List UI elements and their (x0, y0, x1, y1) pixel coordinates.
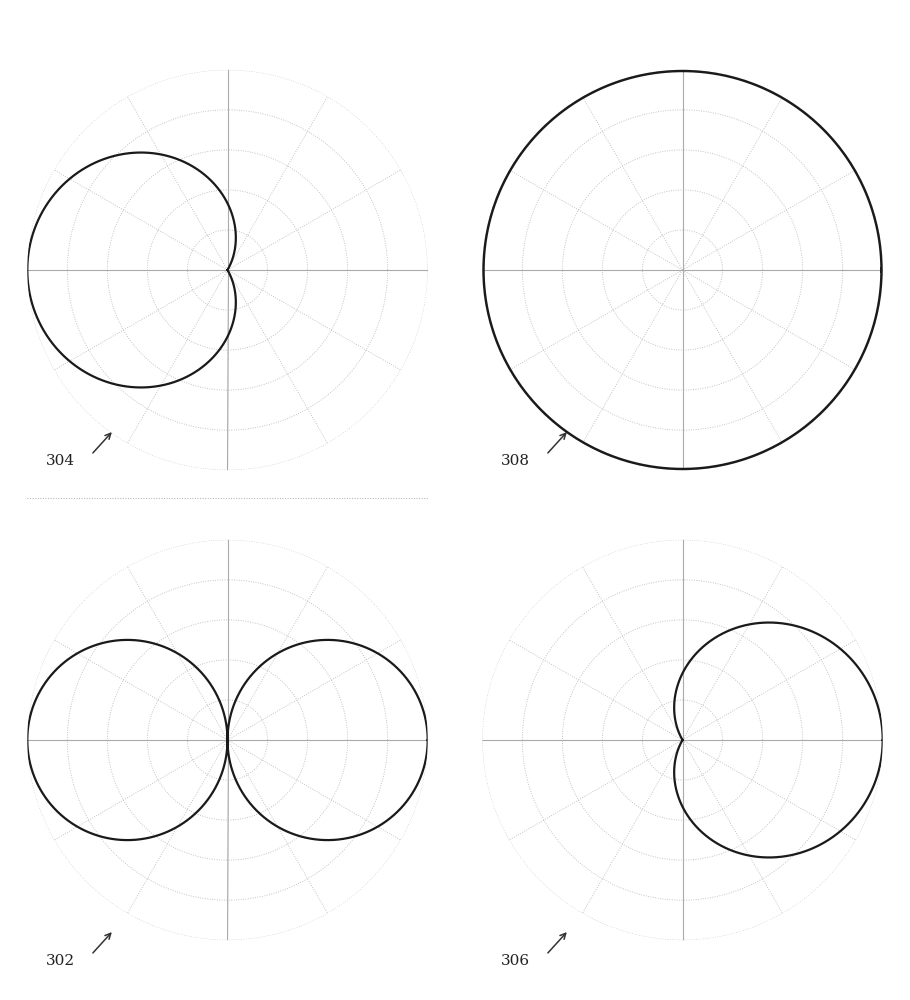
Text: 306: 306 (501, 954, 530, 968)
Text: 304: 304 (46, 454, 75, 468)
Text: 308: 308 (501, 454, 530, 468)
Text: 302: 302 (46, 954, 75, 968)
